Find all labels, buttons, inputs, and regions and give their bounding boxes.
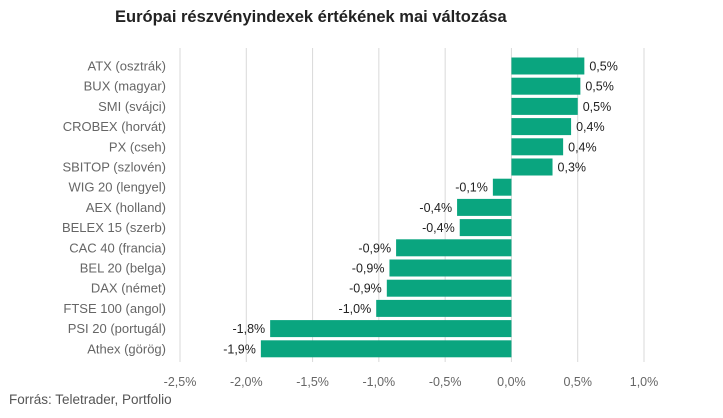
bar bbox=[511, 138, 564, 156]
data-label: 0,5% bbox=[583, 100, 612, 114]
grid-layer: -2,5% -2,0% -1,5% -1,0% -0,5% 0,0% 0,5% 1,0% bbox=[164, 48, 659, 389]
chart-title: Európai részvényindexek értékének mai vá… bbox=[115, 8, 507, 26]
category-label: PX (cseh) bbox=[109, 139, 166, 154]
bar bbox=[511, 118, 572, 136]
data-label: -1,9% bbox=[223, 342, 256, 356]
data-label: -0,9% bbox=[358, 241, 391, 255]
bar bbox=[260, 340, 512, 358]
bar bbox=[396, 239, 512, 257]
data-label: 0,5% bbox=[585, 80, 614, 94]
category-label: FTSE 100 (angol) bbox=[63, 301, 166, 316]
label-layer: ATX (osztrák) 0,5% BUX (magyar) 0,5% SMI (sv… bbox=[62, 59, 618, 357]
category-label: ATX (osztrák) bbox=[88, 59, 167, 74]
category-label: PSI 20 (portugál) bbox=[68, 321, 166, 336]
x-tick-label: -2,5% bbox=[164, 375, 197, 389]
bar bbox=[511, 97, 578, 115]
category-label: WIG 20 (lengyel) bbox=[68, 180, 166, 195]
bar bbox=[511, 77, 581, 95]
bar bbox=[376, 299, 512, 317]
category-label: BUX (magyar) bbox=[84, 79, 166, 94]
bar bbox=[459, 219, 512, 237]
x-tick-label: -0,5% bbox=[429, 375, 462, 389]
data-label: 0,4% bbox=[576, 120, 605, 134]
category-label: Athex (görög) bbox=[87, 341, 166, 356]
x-tick-label: -1,5% bbox=[296, 375, 329, 389]
data-label: 0,5% bbox=[589, 60, 618, 74]
data-label: -1,0% bbox=[339, 302, 372, 316]
category-label: SBITOP (szlovén) bbox=[62, 160, 166, 175]
data-label: -0,9% bbox=[352, 262, 385, 276]
data-label: -0,4% bbox=[419, 201, 452, 215]
category-label: BELEX 15 (szerb) bbox=[62, 220, 166, 235]
category-label: AEX (holland) bbox=[86, 200, 166, 215]
category-label: DAX (német) bbox=[91, 281, 166, 296]
source-note: Forrás: Teletrader, Portfolio bbox=[9, 392, 172, 407]
bar bbox=[457, 198, 512, 216]
bar bbox=[492, 178, 512, 196]
x-tick-label: 0,0% bbox=[497, 375, 526, 389]
x-tick-label: -2,0% bbox=[230, 375, 263, 389]
data-label: 0,4% bbox=[568, 140, 597, 154]
data-label: -0,4% bbox=[422, 221, 455, 235]
data-label: -1,8% bbox=[232, 322, 265, 336]
data-label: 0,3% bbox=[558, 161, 587, 175]
bar bbox=[511, 57, 585, 75]
bar bbox=[270, 320, 512, 338]
data-label: -0,1% bbox=[455, 181, 488, 195]
category-label: BEL 20 (belga) bbox=[80, 261, 166, 276]
bar bbox=[389, 259, 512, 277]
x-tick-label: 1,0% bbox=[630, 375, 659, 389]
bar bbox=[511, 158, 553, 176]
category-label: CAC 40 (francia) bbox=[69, 240, 166, 255]
category-label: CROBEX (horvát) bbox=[63, 119, 166, 134]
category-label: SMI (svájci) bbox=[98, 99, 166, 114]
bar bbox=[386, 279, 512, 297]
x-tick-label: 0,5% bbox=[563, 375, 592, 389]
data-label: -0,9% bbox=[349, 282, 382, 296]
x-tick-label: -1,0% bbox=[363, 375, 396, 389]
bar-layer bbox=[260, 57, 585, 358]
